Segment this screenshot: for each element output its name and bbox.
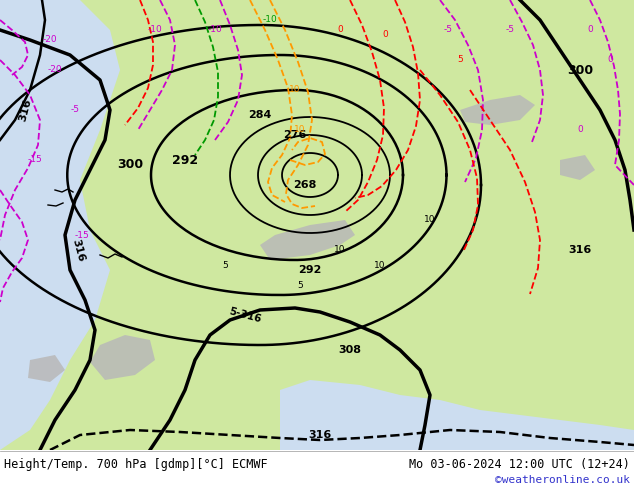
Polygon shape bbox=[560, 155, 595, 180]
Text: -5: -5 bbox=[444, 25, 453, 34]
Text: -20: -20 bbox=[42, 35, 57, 45]
Text: 300: 300 bbox=[117, 158, 143, 172]
Text: 292: 292 bbox=[299, 265, 321, 275]
Text: 268: 268 bbox=[294, 180, 317, 190]
Text: 0: 0 bbox=[607, 55, 613, 65]
Text: 316: 316 bbox=[308, 430, 332, 440]
Text: -10: -10 bbox=[148, 25, 162, 34]
Text: 10: 10 bbox=[424, 216, 436, 224]
Text: 0: 0 bbox=[382, 30, 388, 40]
Polygon shape bbox=[90, 335, 155, 380]
Text: 5: 5 bbox=[457, 55, 463, 65]
Text: Mo 03-06-2024 12:00 UTC (12+24): Mo 03-06-2024 12:00 UTC (12+24) bbox=[409, 458, 630, 470]
Text: 10: 10 bbox=[289, 85, 301, 95]
Text: -15: -15 bbox=[75, 230, 89, 240]
Text: -5: -5 bbox=[70, 105, 79, 115]
Polygon shape bbox=[460, 95, 535, 125]
Text: 10: 10 bbox=[334, 245, 346, 254]
Polygon shape bbox=[28, 355, 65, 382]
Text: 5: 5 bbox=[222, 261, 228, 270]
Text: 316: 316 bbox=[17, 98, 33, 122]
Text: 292: 292 bbox=[172, 153, 198, 167]
Text: 10: 10 bbox=[374, 261, 385, 270]
Text: 0: 0 bbox=[337, 25, 343, 34]
Text: Height/Temp. 700 hPa [gdmp][°C] ECMWF: Height/Temp. 700 hPa [gdmp][°C] ECMWF bbox=[4, 458, 268, 470]
Text: -20: -20 bbox=[48, 66, 62, 74]
Text: 5-316: 5-316 bbox=[228, 306, 262, 324]
Polygon shape bbox=[260, 220, 355, 260]
Text: 284: 284 bbox=[249, 110, 272, 120]
Text: -10: -10 bbox=[262, 16, 278, 24]
Text: -10: -10 bbox=[207, 25, 223, 34]
Text: 316: 316 bbox=[568, 245, 592, 255]
Text: -5: -5 bbox=[505, 25, 515, 34]
Text: 0: 0 bbox=[587, 25, 593, 34]
Text: 300: 300 bbox=[567, 64, 593, 76]
Polygon shape bbox=[280, 380, 634, 450]
Text: 276: 276 bbox=[283, 130, 307, 140]
Text: -15: -15 bbox=[28, 155, 42, 165]
Polygon shape bbox=[0, 0, 120, 450]
Text: 316: 316 bbox=[70, 238, 86, 263]
Text: 0: 0 bbox=[577, 125, 583, 134]
Text: 308: 308 bbox=[339, 345, 361, 355]
Text: ©weatheronline.co.uk: ©weatheronline.co.uk bbox=[495, 475, 630, 485]
Text: 10: 10 bbox=[294, 125, 306, 134]
Text: 5: 5 bbox=[297, 280, 303, 290]
